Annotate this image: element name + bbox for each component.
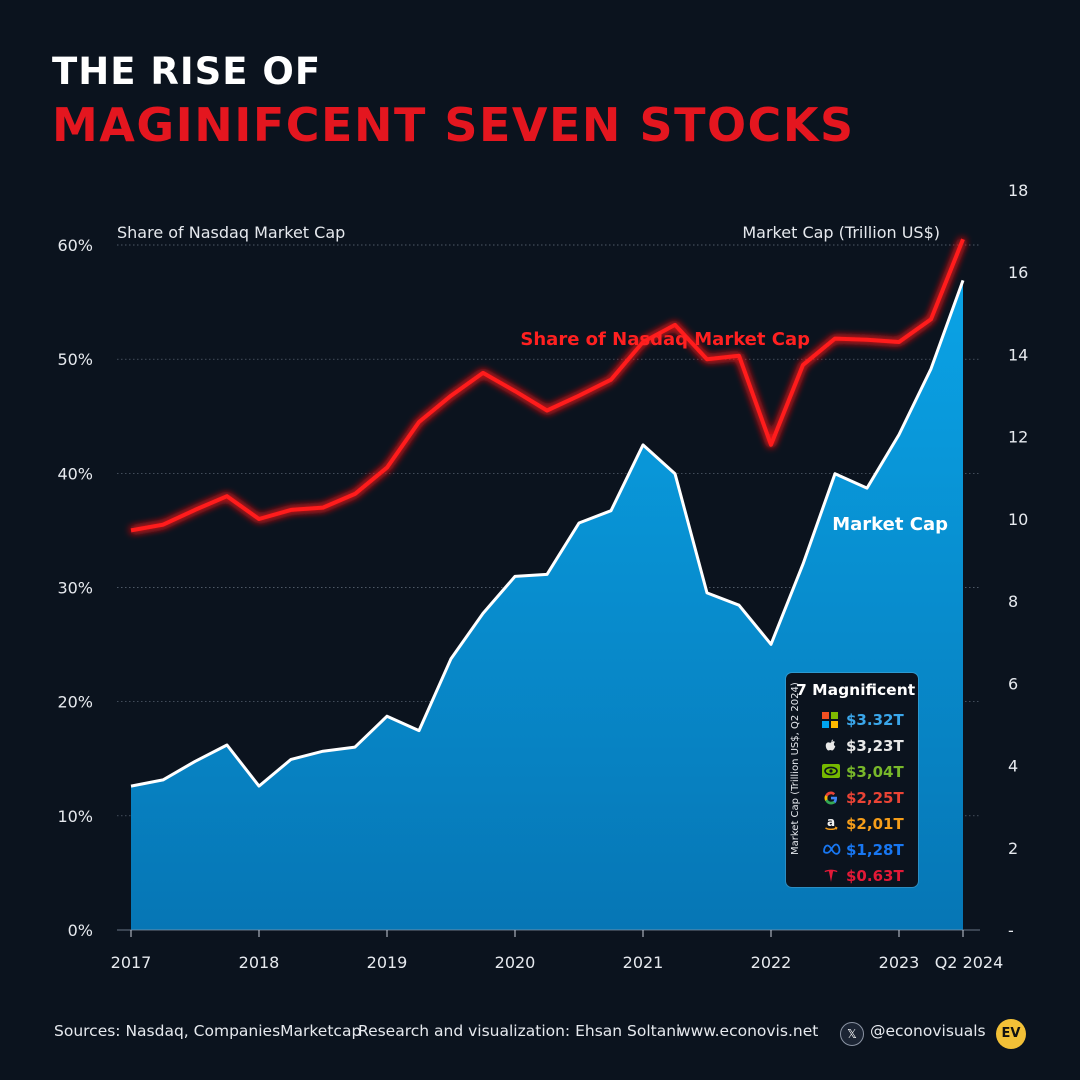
left-tick-label: 60% xyxy=(57,236,93,255)
right-tick-label: 16 xyxy=(1008,263,1028,282)
legend-title: 7 Magnificent xyxy=(796,681,916,699)
x-tick-label: 2020 xyxy=(495,953,536,972)
right-tick-label: 4 xyxy=(1008,757,1018,776)
sources-text: Sources: Nasdaq, CompaniesMarketcap xyxy=(54,1022,362,1040)
right-tick-label: 8 xyxy=(1008,592,1018,611)
nvidia-icon xyxy=(822,764,840,780)
left-tick-label: 50% xyxy=(57,350,93,369)
social-handle[interactable]: @econovisuals xyxy=(870,1022,986,1040)
x-tick-label: 2021 xyxy=(623,953,664,972)
apple-icon xyxy=(822,738,840,754)
x-tick-label: 2018 xyxy=(239,953,280,972)
left-tick-label: 40% xyxy=(57,464,93,483)
x-tick-label: 2023 xyxy=(879,953,920,972)
left-tick-label: 0% xyxy=(68,921,93,940)
x-tick-label: 2022 xyxy=(751,953,792,972)
legend-item-meta: $1,28T xyxy=(822,839,904,861)
right-tick-label: 6 xyxy=(1008,674,1018,693)
marketcap-line xyxy=(130,279,965,788)
right-tick-label: 14 xyxy=(1008,345,1028,364)
title-line-1: THE RISE OF xyxy=(52,50,322,93)
legend-value: $3,04T xyxy=(846,763,904,781)
right-tick-label: 18 xyxy=(1008,181,1028,200)
left-tick-label: 30% xyxy=(57,579,93,598)
title-line-2: MAGINIFCENT SEVEN STOCKS xyxy=(52,98,855,152)
amazon-icon: a xyxy=(822,815,840,832)
right-tick-label: 12 xyxy=(1008,428,1028,447)
legend-item-microsoft: $3.32T xyxy=(822,709,904,731)
credit-text: Research and visualization: Ehsan Soltan… xyxy=(358,1022,681,1040)
legend-value: $3.32T xyxy=(846,711,904,729)
left-axis-title: Share of Nasdaq Market Cap xyxy=(117,223,345,242)
website-link[interactable]: www.econovis.net xyxy=(678,1022,819,1040)
right-tick-label: 10 xyxy=(1008,510,1028,529)
legend-item-apple: $3,23T xyxy=(822,735,904,757)
legend-item-amazon: a $2,01T xyxy=(822,813,904,835)
left-tick-label: 20% xyxy=(57,693,93,712)
google-icon xyxy=(822,790,840,806)
legend-value: $2,25T xyxy=(846,789,904,807)
legend-value: $0.63T xyxy=(846,867,904,885)
legend-value: $2,01T xyxy=(846,815,904,833)
legend-item-nvidia: $3,04T xyxy=(822,761,904,783)
left-tick-label: 10% xyxy=(57,807,93,826)
companies-legend: 7 Magnificent Market Cap (Trillion US$, … xyxy=(786,673,918,887)
ev-logo: EV xyxy=(996,1019,1026,1049)
share-line xyxy=(130,238,965,533)
meta-icon xyxy=(822,842,841,858)
right-axis-title: Market Cap (Trillion US$) xyxy=(742,223,940,242)
right-tick-label: 2 xyxy=(1008,839,1018,858)
legend-value: $1,28T xyxy=(846,841,904,859)
marketcap-series-label: Market Cap xyxy=(832,514,948,535)
microsoft-icon xyxy=(822,712,840,728)
tesla-icon xyxy=(822,868,840,884)
svg-text:a: a xyxy=(827,816,835,829)
marketcap-area xyxy=(131,280,963,930)
legend-item-tesla: $0.63T xyxy=(822,865,904,887)
legend-side-label: Market Cap (Trillion US$, Q2 2024) xyxy=(790,682,801,855)
legend-value: $3,23T xyxy=(846,737,904,755)
share-series-label: Share of Nasdaq Market Cap xyxy=(520,329,810,350)
x-tick-label: Q2 2024 xyxy=(935,953,1004,972)
x-logo-icon[interactable]: 𝕏 xyxy=(840,1022,864,1046)
x-tick-label: 2017 xyxy=(111,953,152,972)
x-tick-label: 2019 xyxy=(367,953,408,972)
right-tick-label: - xyxy=(1008,921,1014,940)
legend-item-google: $2,25T xyxy=(822,787,904,809)
